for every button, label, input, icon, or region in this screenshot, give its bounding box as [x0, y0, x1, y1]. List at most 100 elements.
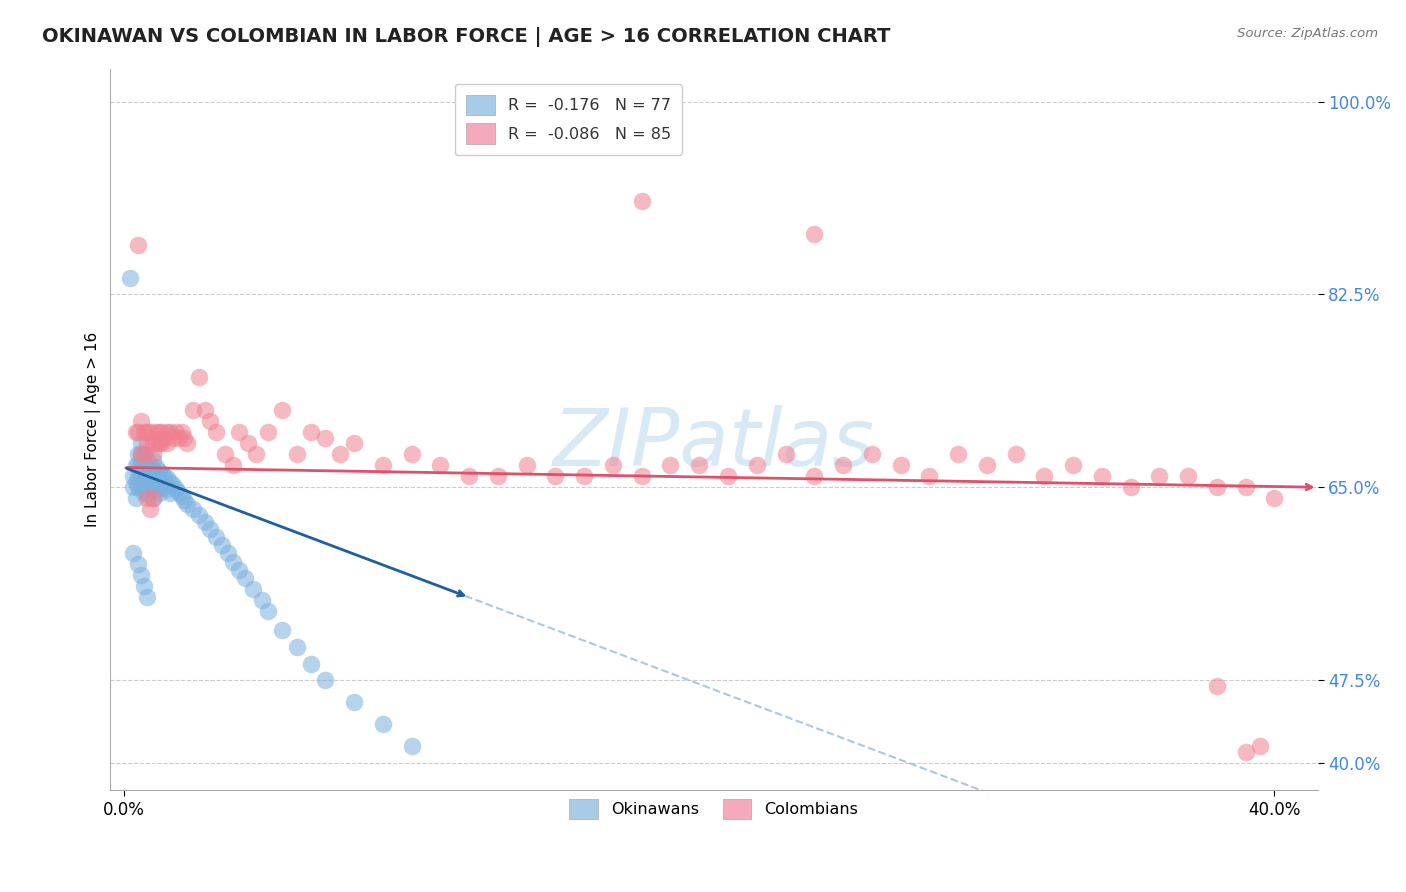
Point [256, 425, 278, 439]
Point [173, 493, 195, 508]
Point [343, 436, 366, 450]
Point [717, 469, 740, 483]
Point [153, 480, 176, 494]
Point [233, 571, 256, 585]
Point [142, 469, 165, 483]
Point [136, 452, 159, 467]
Point [129, 436, 152, 450]
Point [134, 464, 156, 478]
Point [745, 458, 768, 473]
Point [458, 469, 481, 483]
Point [139, 458, 162, 473]
Point [285, 447, 308, 461]
Point [124, 458, 146, 473]
Point [1234, 745, 1257, 759]
Point [142, 436, 165, 450]
Point [371, 458, 394, 473]
Point [142, 491, 165, 506]
Point [127, 558, 149, 572]
Point [329, 447, 352, 461]
Point [271, 624, 294, 638]
Point [127, 237, 149, 252]
Point [156, 471, 179, 485]
Point [516, 458, 538, 473]
Point [630, 194, 652, 208]
Point [127, 469, 149, 483]
Point [205, 425, 228, 439]
Point [136, 491, 159, 506]
Point [129, 414, 152, 428]
Point [145, 460, 167, 475]
Point [193, 403, 215, 417]
Point [148, 436, 170, 450]
Point [1119, 480, 1142, 494]
Point [145, 471, 167, 485]
Point [134, 458, 156, 473]
Point [121, 546, 143, 560]
Point [860, 447, 883, 461]
Point [162, 478, 184, 492]
Point [129, 447, 152, 461]
Point [136, 464, 159, 478]
Point [544, 469, 567, 483]
Point [214, 447, 236, 461]
Point [134, 447, 156, 461]
Point [314, 673, 336, 687]
Point [150, 425, 173, 439]
Legend: Okinawans, Colombians: Okinawans, Colombians [562, 792, 865, 826]
Point [139, 425, 162, 439]
Point [142, 447, 165, 461]
Point [150, 478, 173, 492]
Point [127, 447, 149, 461]
Point [222, 458, 245, 473]
Point [170, 425, 193, 439]
Point [153, 431, 176, 445]
Text: ZIPatlas: ZIPatlas [553, 405, 875, 483]
Point [139, 469, 162, 483]
Point [153, 469, 176, 483]
Point [1033, 469, 1056, 483]
Point [659, 458, 682, 473]
Point [1149, 469, 1171, 483]
Point [314, 431, 336, 445]
Point [285, 640, 308, 654]
Point [167, 485, 190, 500]
Point [136, 475, 159, 489]
Point [832, 458, 855, 473]
Point [134, 485, 156, 500]
Point [139, 502, 162, 516]
Text: OKINAWAN VS COLOMBIAN IN LABOR FORCE | AGE > 16 CORRELATION CHART: OKINAWAN VS COLOMBIAN IN LABOR FORCE | A… [42, 27, 890, 46]
Point [401, 447, 423, 461]
Point [630, 469, 652, 483]
Point [124, 425, 146, 439]
Point [136, 425, 159, 439]
Point [245, 447, 267, 461]
Point [176, 436, 198, 450]
Point [156, 436, 179, 450]
Point [890, 458, 912, 473]
Point [148, 425, 170, 439]
Point [211, 537, 233, 551]
Point [187, 508, 209, 522]
Point [176, 497, 198, 511]
Point [156, 483, 179, 497]
Point [299, 657, 322, 671]
Point [139, 480, 162, 494]
Point [918, 469, 941, 483]
Point [142, 491, 165, 506]
Point [124, 475, 146, 489]
Point [142, 452, 165, 467]
Point [803, 227, 825, 241]
Point [134, 475, 156, 489]
Point [803, 469, 825, 483]
Point [121, 469, 143, 483]
Point [1234, 480, 1257, 494]
Point [181, 502, 204, 516]
Point [200, 414, 222, 428]
Point [775, 447, 797, 461]
Point [242, 582, 264, 596]
Point [222, 555, 245, 569]
Point [946, 447, 969, 461]
Point [124, 491, 146, 506]
Point [250, 592, 273, 607]
